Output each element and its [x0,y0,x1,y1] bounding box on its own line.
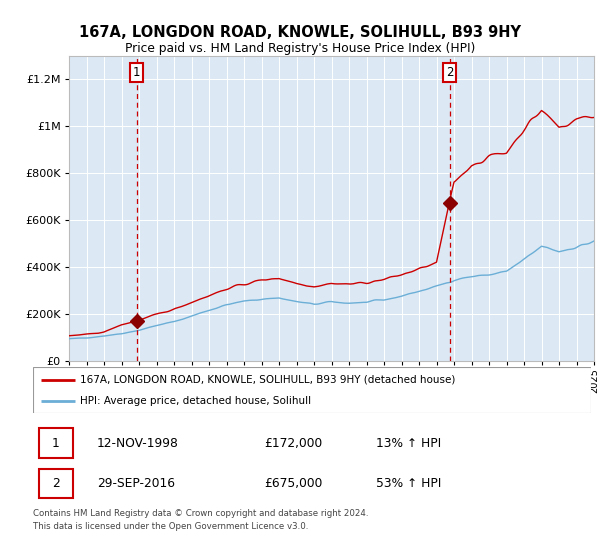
FancyBboxPatch shape [38,469,73,498]
Text: 12-NOV-1998: 12-NOV-1998 [97,437,179,450]
Text: £172,000: £172,000 [265,437,323,450]
Text: HPI: Average price, detached house, Solihull: HPI: Average price, detached house, Soli… [80,396,311,406]
Text: 2: 2 [52,477,60,490]
Text: 1: 1 [133,66,140,80]
Text: 1: 1 [52,437,60,450]
Text: 167A, LONGDON ROAD, KNOWLE, SOLIHULL, B93 9HY (detached house): 167A, LONGDON ROAD, KNOWLE, SOLIHULL, B9… [80,375,456,385]
Text: Price paid vs. HM Land Registry's House Price Index (HPI): Price paid vs. HM Land Registry's House … [125,42,475,55]
Text: 2: 2 [446,66,454,80]
Text: £675,000: £675,000 [265,477,323,490]
Text: 167A, LONGDON ROAD, KNOWLE, SOLIHULL, B93 9HY: 167A, LONGDON ROAD, KNOWLE, SOLIHULL, B9… [79,25,521,40]
Text: 53% ↑ HPI: 53% ↑ HPI [376,477,442,490]
Text: 13% ↑ HPI: 13% ↑ HPI [376,437,442,450]
FancyBboxPatch shape [38,428,73,458]
Text: Contains HM Land Registry data © Crown copyright and database right 2024.
This d: Contains HM Land Registry data © Crown c… [33,510,368,531]
Text: 29-SEP-2016: 29-SEP-2016 [97,477,175,490]
